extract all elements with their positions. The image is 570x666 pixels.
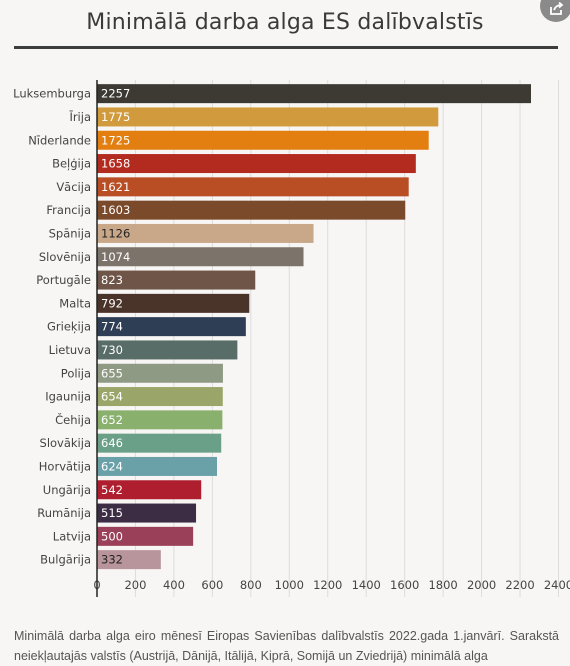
- category-label: Francija: [46, 203, 91, 217]
- bar: [97, 293, 250, 313]
- bar: [97, 154, 416, 174]
- x-tick-label: 800: [240, 578, 262, 592]
- bar: [97, 410, 223, 430]
- bar: [97, 317, 246, 337]
- bar: [97, 456, 217, 476]
- value-label: 774: [101, 320, 123, 334]
- category-label: Spānija: [49, 226, 91, 240]
- bar: [97, 223, 314, 243]
- value-label: 500: [101, 529, 123, 543]
- x-tick-label: 2000: [467, 578, 496, 592]
- value-label: 652: [101, 413, 123, 427]
- x-tick-label: 2400: [544, 578, 570, 592]
- bar: [97, 107, 439, 127]
- value-label: 2257: [101, 87, 130, 101]
- category-label: Igaunija: [45, 390, 91, 404]
- x-tick-label: 200: [124, 578, 146, 592]
- category-label: Vācija: [56, 180, 91, 194]
- value-label: 542: [101, 483, 123, 497]
- bar: [97, 84, 531, 104]
- value-label: 1658: [101, 157, 130, 171]
- category-label: Portugāle: [36, 273, 91, 287]
- value-label: 515: [101, 506, 123, 520]
- bar: [97, 550, 161, 570]
- value-label: 332: [101, 553, 123, 567]
- category-label: Ungārija: [43, 483, 91, 497]
- value-label: 1775: [101, 110, 130, 124]
- category-label: Bulgārija: [40, 553, 91, 567]
- x-tick-label: 2200: [505, 578, 534, 592]
- category-label: Latvija: [53, 529, 91, 543]
- value-label: 655: [101, 366, 123, 380]
- category-label: Polija: [61, 366, 91, 380]
- value-label: 654: [101, 390, 123, 404]
- bar: [97, 363, 223, 383]
- value-label: 1603: [101, 203, 130, 217]
- category-label: Rumānija: [37, 506, 91, 520]
- chart-caption: Minimālā darba alga eiro mēnesī Eiropas …: [14, 629, 559, 663]
- bar: [97, 130, 429, 150]
- category-label: Lietuva: [49, 343, 91, 357]
- category-label: Nīderlande: [28, 133, 91, 147]
- value-label: 1074: [101, 250, 130, 264]
- category-label: Slovēnija: [39, 250, 91, 264]
- x-tick-label: 400: [163, 578, 185, 592]
- x-tick-label: 1200: [313, 578, 342, 592]
- category-label: Čehija: [55, 412, 91, 427]
- bar: [97, 200, 406, 220]
- category-label: Grieķija: [47, 320, 91, 334]
- value-label: 1621: [101, 180, 130, 194]
- title-divider: [14, 46, 558, 49]
- x-tick-label: 1800: [428, 578, 457, 592]
- category-label: Luksemburga: [13, 87, 91, 101]
- category-label: Īrija: [69, 110, 91, 124]
- value-label: 1126: [101, 226, 130, 240]
- value-label: 646: [101, 436, 123, 450]
- bar: [97, 480, 202, 500]
- chart-title: Minimālā darba alga ES dalībvalstīs: [86, 10, 484, 35]
- bar: [97, 340, 238, 360]
- bar: [97, 526, 194, 546]
- bar: [97, 433, 222, 453]
- x-tick-label: 600: [201, 578, 223, 592]
- bar: [97, 177, 409, 197]
- category-label: Beļģija: [52, 157, 91, 171]
- category-label: Horvātija: [39, 459, 91, 473]
- bar: [97, 503, 197, 523]
- bar: [97, 270, 256, 290]
- bar-chart: 0200400600800100012001400160018002000220…: [13, 80, 570, 597]
- category-label: Slovākija: [40, 436, 91, 450]
- value-label: 730: [101, 343, 123, 357]
- value-label: 1725: [101, 133, 130, 147]
- share-icon: [550, 2, 564, 15]
- x-tick-label: 1400: [352, 578, 381, 592]
- bar: [97, 387, 223, 407]
- bar: [97, 247, 304, 267]
- value-label: 792: [101, 296, 123, 310]
- value-label: 624: [101, 459, 123, 473]
- category-label: Malta: [59, 296, 91, 310]
- x-tick-label: 1600: [390, 578, 419, 592]
- value-label: 823: [101, 273, 123, 287]
- x-tick-label: 1000: [275, 578, 304, 592]
- share-button[interactable]: [540, 0, 570, 22]
